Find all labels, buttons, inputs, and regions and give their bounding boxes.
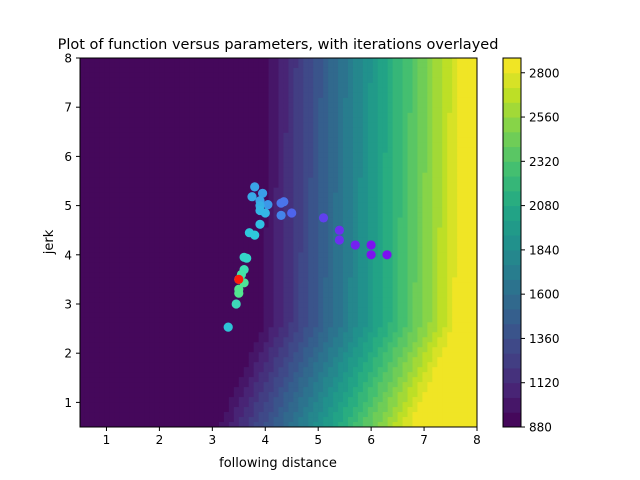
colorbar-segment xyxy=(503,176,521,192)
colorbar-tick-label: 2560 xyxy=(529,111,560,125)
colorbar-frame xyxy=(502,57,522,428)
iteration-point-31 xyxy=(223,322,233,332)
iteration-point-30 xyxy=(231,299,241,309)
iteration-point-9 xyxy=(279,197,289,207)
colorbar-segment xyxy=(503,308,521,325)
y-tick-label: 8 xyxy=(64,52,72,66)
colorbar-segment xyxy=(503,161,521,177)
contour-fill xyxy=(80,58,477,427)
iteration-point-5 xyxy=(334,225,344,235)
colorbar-segment xyxy=(503,397,521,413)
plot-frame xyxy=(79,57,478,428)
iteration-point-2 xyxy=(366,240,376,250)
colorbar-segment xyxy=(503,367,521,384)
x-tick-label: 3 xyxy=(209,433,217,447)
colorbar-segment xyxy=(503,102,521,118)
y-tick-label: 3 xyxy=(64,298,72,312)
colorbar-segment xyxy=(503,58,521,74)
colorbar-ticks: 880 1120 1360 1600 1840 2080 2320 2560 2800 xyxy=(521,66,560,435)
colorbar-segment xyxy=(503,190,521,207)
colorbar-segment xyxy=(503,279,521,295)
y-tick-label: 2 xyxy=(64,347,72,361)
colorbar-segment xyxy=(503,146,521,162)
y-tick-label: 5 xyxy=(64,199,72,213)
colorbar-tick-label: 1600 xyxy=(529,288,560,302)
iteration-point-0 xyxy=(382,250,392,260)
iteration-point-4 xyxy=(334,235,344,245)
y-axis-ticks: 1 2 3 4 5 6 7 8 xyxy=(64,52,80,410)
colorbar-tick-label: 1840 xyxy=(529,243,560,257)
iteration-point-15 xyxy=(247,192,257,202)
iteration-point-10 xyxy=(276,210,286,220)
colorbar-segment xyxy=(503,87,521,103)
colorbar-tick-label: 1360 xyxy=(529,332,560,346)
x-tick-label: 8 xyxy=(473,433,481,447)
colorbar-segment xyxy=(503,131,521,148)
colorbar-tick-label: 2320 xyxy=(529,155,560,169)
colorbar xyxy=(502,57,522,428)
iteration-point-29 xyxy=(234,288,244,298)
y-tick-label: 1 xyxy=(64,396,72,410)
iteration-point-12 xyxy=(258,188,268,198)
iteration-point-6 xyxy=(318,213,329,223)
colorbar-tick-label: 880 xyxy=(529,421,552,435)
chart-title: Plot of function versus parameters, with… xyxy=(58,37,499,53)
x-tick-label: 7 xyxy=(420,433,428,447)
x-tick-label: 5 xyxy=(314,433,322,447)
colorbar-segment xyxy=(503,235,521,251)
iteration-point-21 xyxy=(244,228,254,238)
colorbar-segment xyxy=(503,353,521,369)
colorbar-segment xyxy=(503,412,521,428)
y-tick-label: 6 xyxy=(64,150,72,164)
colorbar-segment xyxy=(503,205,521,221)
y-tick-label: 4 xyxy=(64,248,72,262)
x-tick-label: 4 xyxy=(261,433,269,447)
y-tick-label: 7 xyxy=(64,101,72,115)
colorbar-segment xyxy=(503,117,521,133)
iteration-point-23 xyxy=(239,252,249,262)
iteration-point-3 xyxy=(350,240,360,250)
colorbar-tick-label: 2800 xyxy=(529,66,560,80)
colorbar-segment xyxy=(503,338,521,354)
iteration-point-19 xyxy=(255,219,265,229)
x-tick-label: 6 xyxy=(367,433,375,447)
iteration-point-7 xyxy=(287,208,297,218)
x-axis-label: following distance xyxy=(219,456,337,471)
iteration-points xyxy=(223,182,392,332)
iteration-point-1 xyxy=(366,250,376,260)
colorbar-segment xyxy=(503,72,521,89)
colorbar-segment xyxy=(503,220,521,236)
colorbar-segment xyxy=(503,294,521,310)
colorbar-segment xyxy=(503,249,521,266)
x-tick-label: 1 xyxy=(103,433,111,447)
colorbar-tick-label: 1120 xyxy=(529,376,560,390)
colorbar-segment xyxy=(503,382,521,398)
iteration-point-32 xyxy=(234,274,244,284)
x-tick-label: 2 xyxy=(156,433,164,447)
colorbar-segment xyxy=(503,264,521,280)
iteration-point-14 xyxy=(250,182,260,192)
y-axis-label: jerk xyxy=(42,229,57,255)
colorbar-segment xyxy=(503,323,521,339)
iteration-point-18 xyxy=(260,208,270,218)
colorbar-tick-label: 2080 xyxy=(529,199,560,213)
iteration-point-11 xyxy=(263,200,273,210)
x-axis-ticks: 1 2 3 4 5 6 7 8 xyxy=(103,427,481,447)
